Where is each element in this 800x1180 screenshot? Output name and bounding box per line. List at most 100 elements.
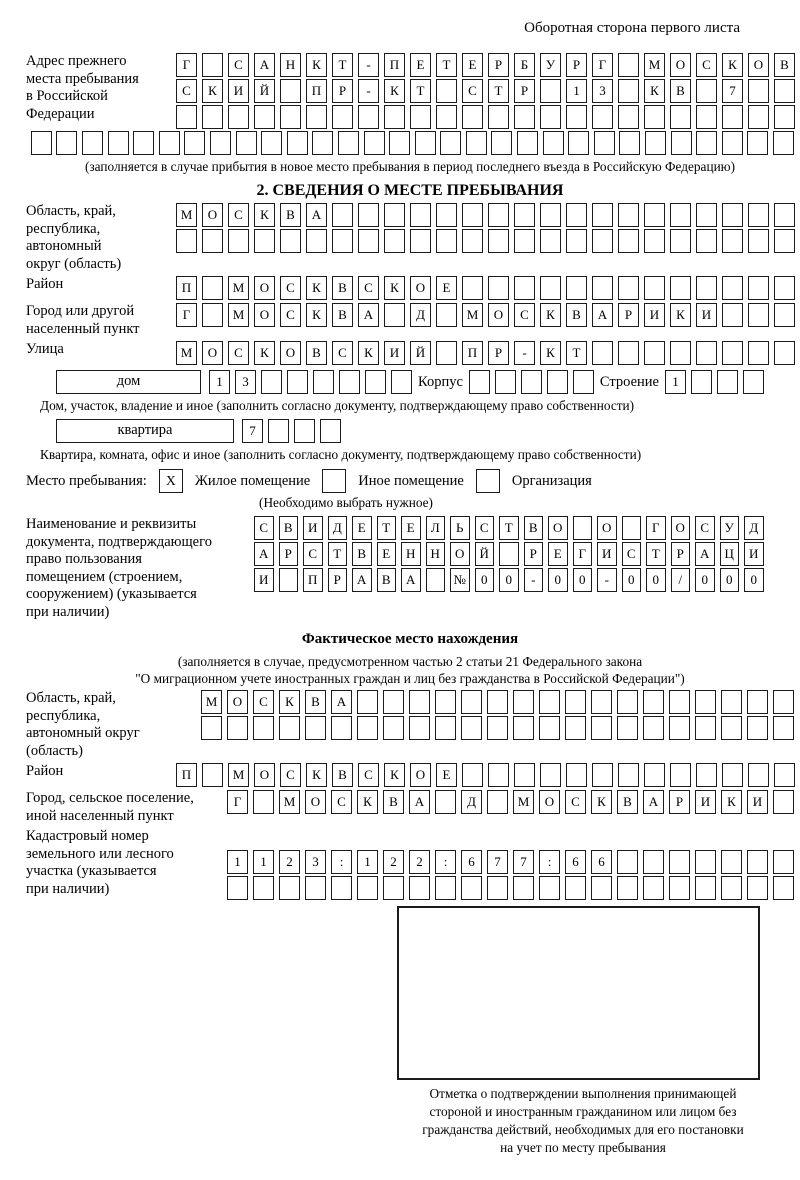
char-cell[interactable]: В	[280, 203, 301, 227]
char-cell[interactable]	[546, 370, 568, 394]
char-cell[interactable]: 3	[592, 79, 613, 103]
char-cell[interactable]: Ь	[450, 516, 470, 540]
char-cell[interactable]	[669, 850, 690, 874]
char-cell[interactable]: Р	[514, 79, 535, 103]
char-cell[interactable]: К	[254, 203, 275, 227]
char-cell[interactable]	[436, 79, 457, 103]
char-cell[interactable]	[306, 105, 327, 129]
char-cell[interactable]	[202, 276, 223, 300]
char-cell[interactable]: М	[228, 303, 249, 327]
char-cell[interactable]	[278, 568, 298, 592]
char-cell[interactable]: К	[721, 790, 742, 814]
char-cell[interactable]: А	[592, 303, 613, 327]
char-cell[interactable]	[540, 229, 561, 253]
char-cell[interactable]: -	[523, 568, 543, 592]
char-cell[interactable]	[748, 763, 769, 787]
char-cell[interactable]: А	[401, 568, 421, 592]
char-cell[interactable]: С	[565, 790, 586, 814]
char-cell[interactable]: Л	[425, 516, 445, 540]
char-cell[interactable]: 0	[572, 568, 592, 592]
char-cell[interactable]: И	[228, 79, 249, 103]
char-cell[interactable]: Д	[744, 516, 764, 540]
char-cell[interactable]: П	[303, 568, 323, 592]
char-cell[interactable]: 2	[383, 850, 404, 874]
char-cell[interactable]: К	[384, 276, 405, 300]
char-cell[interactable]: 0	[499, 568, 519, 592]
char-cell[interactable]	[721, 716, 742, 740]
char-cell[interactable]: 0	[548, 568, 568, 592]
char-cell[interactable]	[487, 716, 508, 740]
char-cell[interactable]	[331, 716, 352, 740]
char-cell[interactable]: Т	[376, 516, 396, 540]
char-cell[interactable]: 7	[722, 79, 743, 103]
char-cell[interactable]: К	[591, 790, 612, 814]
checkbox-inoe[interactable]	[322, 469, 347, 493]
char-cell[interactable]: Т	[436, 53, 457, 77]
char-cell[interactable]: Р	[327, 568, 347, 592]
char-cell[interactable]	[107, 131, 129, 155]
char-cell[interactable]: Т	[410, 79, 431, 103]
char-cell[interactable]: К	[384, 79, 405, 103]
char-cell[interactable]	[176, 229, 197, 253]
char-cell[interactable]	[513, 716, 534, 740]
char-cell[interactable]	[462, 276, 483, 300]
char-cell[interactable]	[384, 105, 405, 129]
char-cell[interactable]: 7	[487, 850, 508, 874]
char-cell[interactable]	[358, 229, 379, 253]
char-cell[interactable]	[722, 203, 743, 227]
char-cell[interactable]	[488, 276, 509, 300]
char-cell[interactable]	[540, 79, 561, 103]
char-cell[interactable]	[488, 763, 509, 787]
char-cell[interactable]	[774, 79, 795, 103]
char-cell[interactable]: А	[358, 303, 379, 327]
char-cell[interactable]	[748, 229, 769, 253]
char-cell[interactable]: 0	[695, 568, 715, 592]
char-cell[interactable]	[462, 763, 483, 787]
char-cell[interactable]	[617, 690, 638, 714]
char-cell[interactable]	[209, 131, 231, 155]
char-cell[interactable]: С	[228, 203, 249, 227]
char-cell[interactable]	[748, 105, 769, 129]
char-cell[interactable]: К	[722, 53, 743, 77]
char-cell[interactable]	[499, 542, 519, 566]
char-cell[interactable]: 2	[279, 850, 300, 874]
char-cell[interactable]	[363, 131, 385, 155]
char-cell[interactable]: А	[306, 203, 327, 227]
char-cell[interactable]: Б	[514, 53, 535, 77]
char-cell[interactable]	[513, 876, 534, 900]
char-cell[interactable]: К	[306, 763, 327, 787]
char-cell[interactable]: О	[305, 790, 326, 814]
char-cell[interactable]	[593, 131, 615, 155]
char-cell[interactable]	[539, 716, 560, 740]
char-cell[interactable]: О	[254, 276, 275, 300]
char-cell[interactable]: Г	[646, 516, 666, 540]
char-cell[interactable]	[384, 203, 405, 227]
char-cell[interactable]: Д	[461, 790, 482, 814]
char-cell[interactable]	[696, 229, 717, 253]
char-cell[interactable]	[320, 419, 341, 443]
char-cell[interactable]: В	[383, 790, 404, 814]
char-cell[interactable]	[644, 276, 665, 300]
char-cell[interactable]: Ц	[719, 542, 739, 566]
char-cell[interactable]: Т	[499, 516, 519, 540]
char-cell[interactable]: И	[254, 568, 274, 592]
char-cell[interactable]	[332, 105, 353, 129]
char-cell[interactable]	[643, 850, 664, 874]
char-cell[interactable]: В	[523, 516, 543, 540]
char-cell[interactable]	[436, 105, 457, 129]
char-cell[interactable]	[339, 370, 360, 394]
char-cell[interactable]	[461, 716, 482, 740]
char-cell[interactable]	[591, 876, 612, 900]
char-cell[interactable]: Р	[488, 53, 509, 77]
char-cell[interactable]: Н	[401, 542, 421, 566]
char-cell[interactable]: Р	[670, 542, 690, 566]
char-cell[interactable]: 1	[227, 850, 248, 874]
char-cell[interactable]: Г	[176, 53, 197, 77]
char-cell[interactable]	[696, 79, 717, 103]
char-cell[interactable]	[643, 876, 664, 900]
char-cell[interactable]: К	[306, 303, 327, 327]
char-cell[interactable]	[539, 690, 560, 714]
char-cell[interactable]	[305, 876, 326, 900]
char-cell[interactable]: Й	[254, 79, 275, 103]
char-cell[interactable]: Р	[618, 303, 639, 327]
